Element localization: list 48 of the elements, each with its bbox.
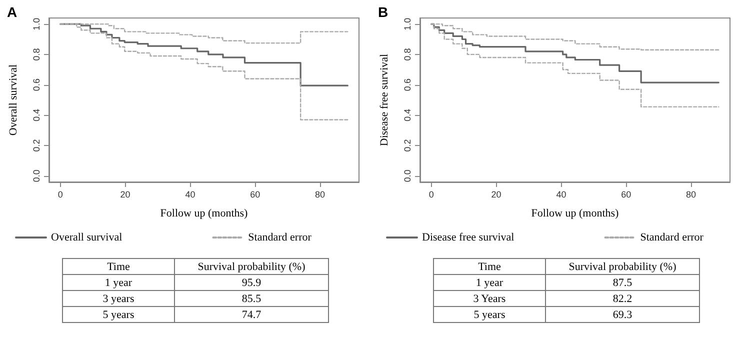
y-tick-label: 1.0 <box>402 18 412 30</box>
y-tick-label: 0.2 <box>32 139 42 152</box>
y-tick-label: 0.4 <box>32 108 42 122</box>
x-tick-label: 0 <box>428 190 434 200</box>
text: 95.9 <box>174 274 328 290</box>
legend-label: Disease free survival <box>422 232 514 244</box>
x-tick-label: 20 <box>491 190 502 200</box>
y-tick-label: 0.2 <box>402 139 412 152</box>
x-tick-label: 80 <box>315 190 326 200</box>
text: 82.2 <box>546 290 700 306</box>
x-tick-label: 60 <box>250 190 260 200</box>
y-tick-label: 0.4 <box>402 108 412 122</box>
x-axis-title: Follow up (months) <box>531 208 620 220</box>
y-tick-label: 0.0 <box>32 170 42 182</box>
text: 1 year <box>62 274 174 290</box>
text: 3 years <box>62 290 174 306</box>
y-tick-label: 0.6 <box>32 78 42 92</box>
chart-title: A <box>7 4 18 20</box>
text: 87.5 <box>546 274 700 290</box>
y-tick-label: 0.6 <box>402 78 412 92</box>
text: Time <box>62 258 174 274</box>
text: 69.3 <box>546 306 700 322</box>
y-axis-title: Disease free survival <box>378 54 390 146</box>
x-tick-label: 20 <box>120 190 130 200</box>
legend-label: Overall survival <box>51 232 122 244</box>
x-axis-title: Follow up (months) <box>160 208 248 220</box>
text: Survival probability (%) <box>546 258 700 274</box>
x-tick-label: 40 <box>185 190 196 200</box>
x-tick-label: 80 <box>686 190 696 200</box>
legend-label: Standard error <box>248 232 312 244</box>
text: 85.5 <box>174 290 328 306</box>
y-tick-label: 1.0 <box>32 18 42 30</box>
text: 5 years <box>62 306 174 322</box>
y-tick-label: 0.0 <box>402 170 412 182</box>
text: 74.7 <box>174 306 328 322</box>
y-tick-label: 0.8 <box>32 48 42 61</box>
chart-title: B <box>378 4 388 20</box>
x-tick-label: 40 <box>556 190 566 200</box>
y-tick-label: 0.8 <box>402 48 412 61</box>
text: 3 Years <box>434 290 546 306</box>
legend-label: Standard error <box>640 232 704 244</box>
x-tick-label: 60 <box>621 190 632 200</box>
text: 1 year <box>434 274 546 290</box>
text: Survival probability (%) <box>174 258 328 274</box>
y-axis-title: Overall survival <box>8 64 20 136</box>
text: 5 years <box>434 306 546 322</box>
x-tick-label: 0 <box>58 190 63 200</box>
text: Time <box>434 258 546 274</box>
